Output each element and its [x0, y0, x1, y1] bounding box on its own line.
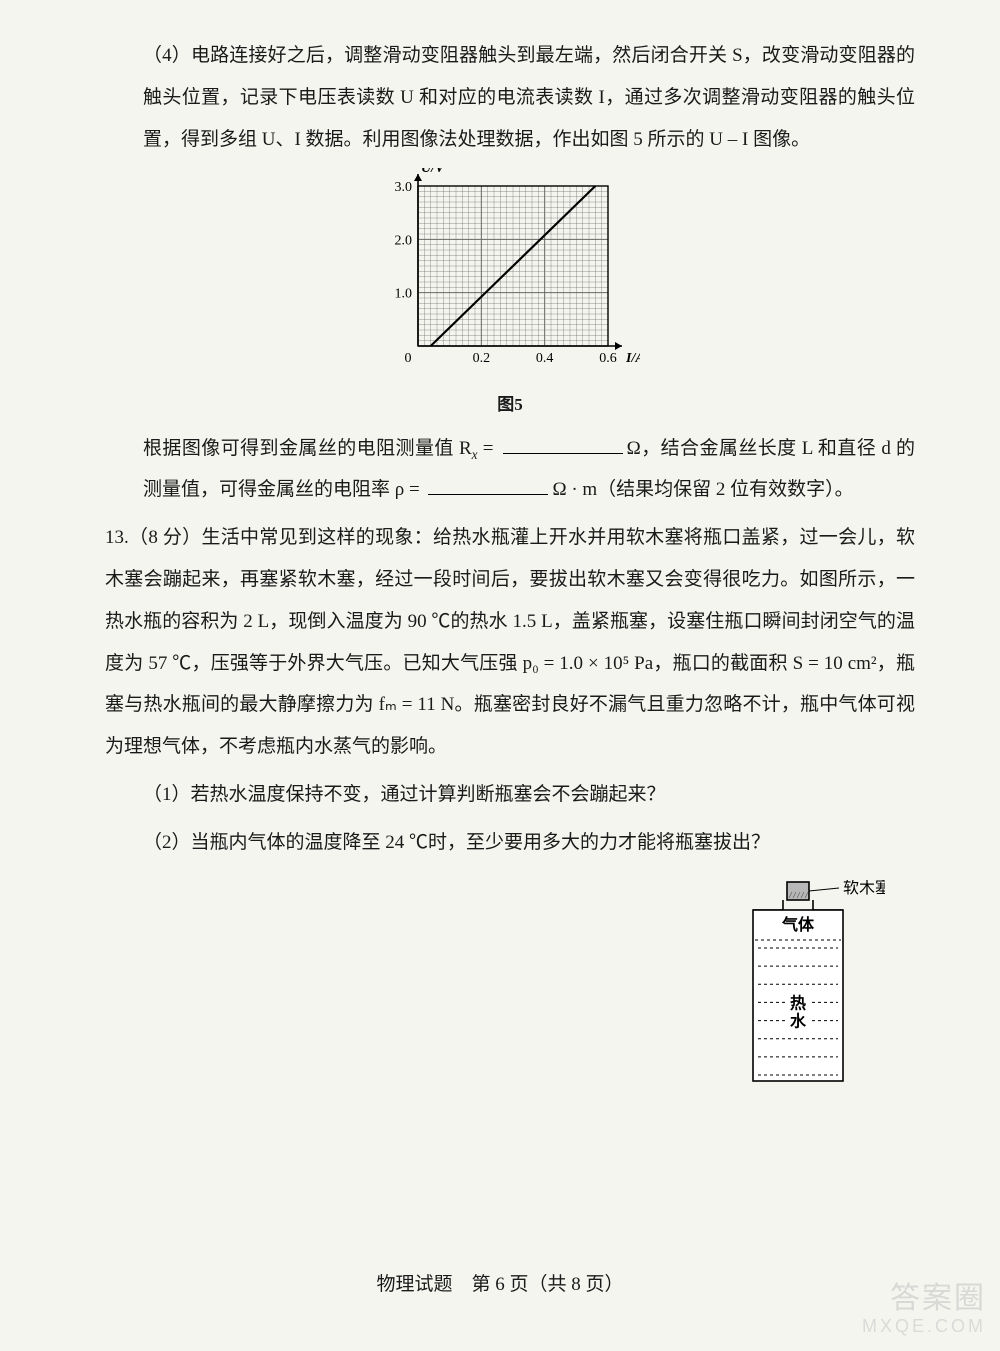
q13-sub1: （1）若热水温度保持不变，通过计算判断瓶塞会不会蹦起来？: [105, 774, 915, 816]
q12-4-para2: 根据图像可得到金属丝的电阻测量值 Rx = Ω，结合金属丝长度 L 和直径 d …: [105, 428, 915, 512]
svg-text:水: 水: [790, 1011, 807, 1030]
q13-text1: 生活中常见到这样的现象：给热水瓶灌上开水并用软木塞将瓶口盖紧，过一会儿，软木塞会…: [105, 527, 915, 757]
bottle-svg: 软木塞气体热水: [745, 880, 885, 1085]
q12-4-t2c: Ω · m（结果均保留 2 位有效数字）。: [552, 479, 853, 500]
q13-sub2: （2）当瓶内气体的温度降至 24 ℃时，至少要用多大的力才能将瓶塞拔出？: [105, 822, 915, 864]
svg-text:气体: 气体: [781, 915, 815, 934]
svg-text:I/A: I/A: [625, 351, 640, 366]
q12-4-t2a: 根据图像可得到金属丝的电阻测量值 R: [143, 438, 472, 459]
svg-text:0: 0: [405, 351, 412, 366]
svg-text:0.4: 0.4: [536, 351, 554, 366]
blank-rx: [503, 435, 623, 454]
q12-4-text1: （4）电路连接好之后，调整滑动变阻器触头到最左端，然后闭合开关 S，改变滑动变阻…: [143, 45, 915, 150]
svg-text:热: 热: [790, 993, 806, 1012]
q12-4-para1: （4）电路连接好之后，调整滑动变阻器触头到最左端，然后闭合开关 S，改变滑动变阻…: [105, 35, 915, 160]
ui-chart-svg: 0 0.2 0.4 0.6 1.0 2.0 3.0 I/A U/V: [380, 168, 640, 368]
watermark-line1: 答案圈: [890, 1282, 986, 1317]
svg-text:0.6: 0.6: [599, 351, 617, 366]
chart-caption: 图5: [105, 386, 915, 423]
svg-text:2.0: 2.0: [395, 234, 413, 249]
q13-label: 13.（8 分）: [105, 527, 201, 548]
bottle-diagram: 软木塞气体热水: [745, 880, 885, 1101]
svg-text:3.0: 3.0: [395, 180, 413, 195]
svg-text:0.2: 0.2: [473, 351, 491, 366]
q13-para1: 13.（8 分）生活中常见到这样的现象：给热水瓶灌上开水并用软木塞将瓶口盖紧，过…: [105, 517, 915, 768]
svg-text:1.0: 1.0: [395, 287, 413, 302]
svg-text:U/V: U/V: [421, 168, 446, 176]
svg-text:软木塞: 软木塞: [843, 880, 885, 897]
blank-rho: [428, 476, 548, 495]
page-footer: 物理试题 第 6 页（共 8 页）: [0, 1269, 1000, 1296]
chart-figure-5: 0 0.2 0.4 0.6 1.0 2.0 3.0 I/A U/V 图5: [105, 168, 915, 423]
watermark: 答案圈 MXQE.COM: [862, 1282, 986, 1337]
watermark-line2: MXQE.COM: [862, 1316, 986, 1337]
q12-4-eq: =: [478, 438, 499, 459]
page-content: （4）电路连接好之后，调整滑动变阻器触头到最左端，然后闭合开关 S，改变滑动变阻…: [105, 35, 915, 1100]
